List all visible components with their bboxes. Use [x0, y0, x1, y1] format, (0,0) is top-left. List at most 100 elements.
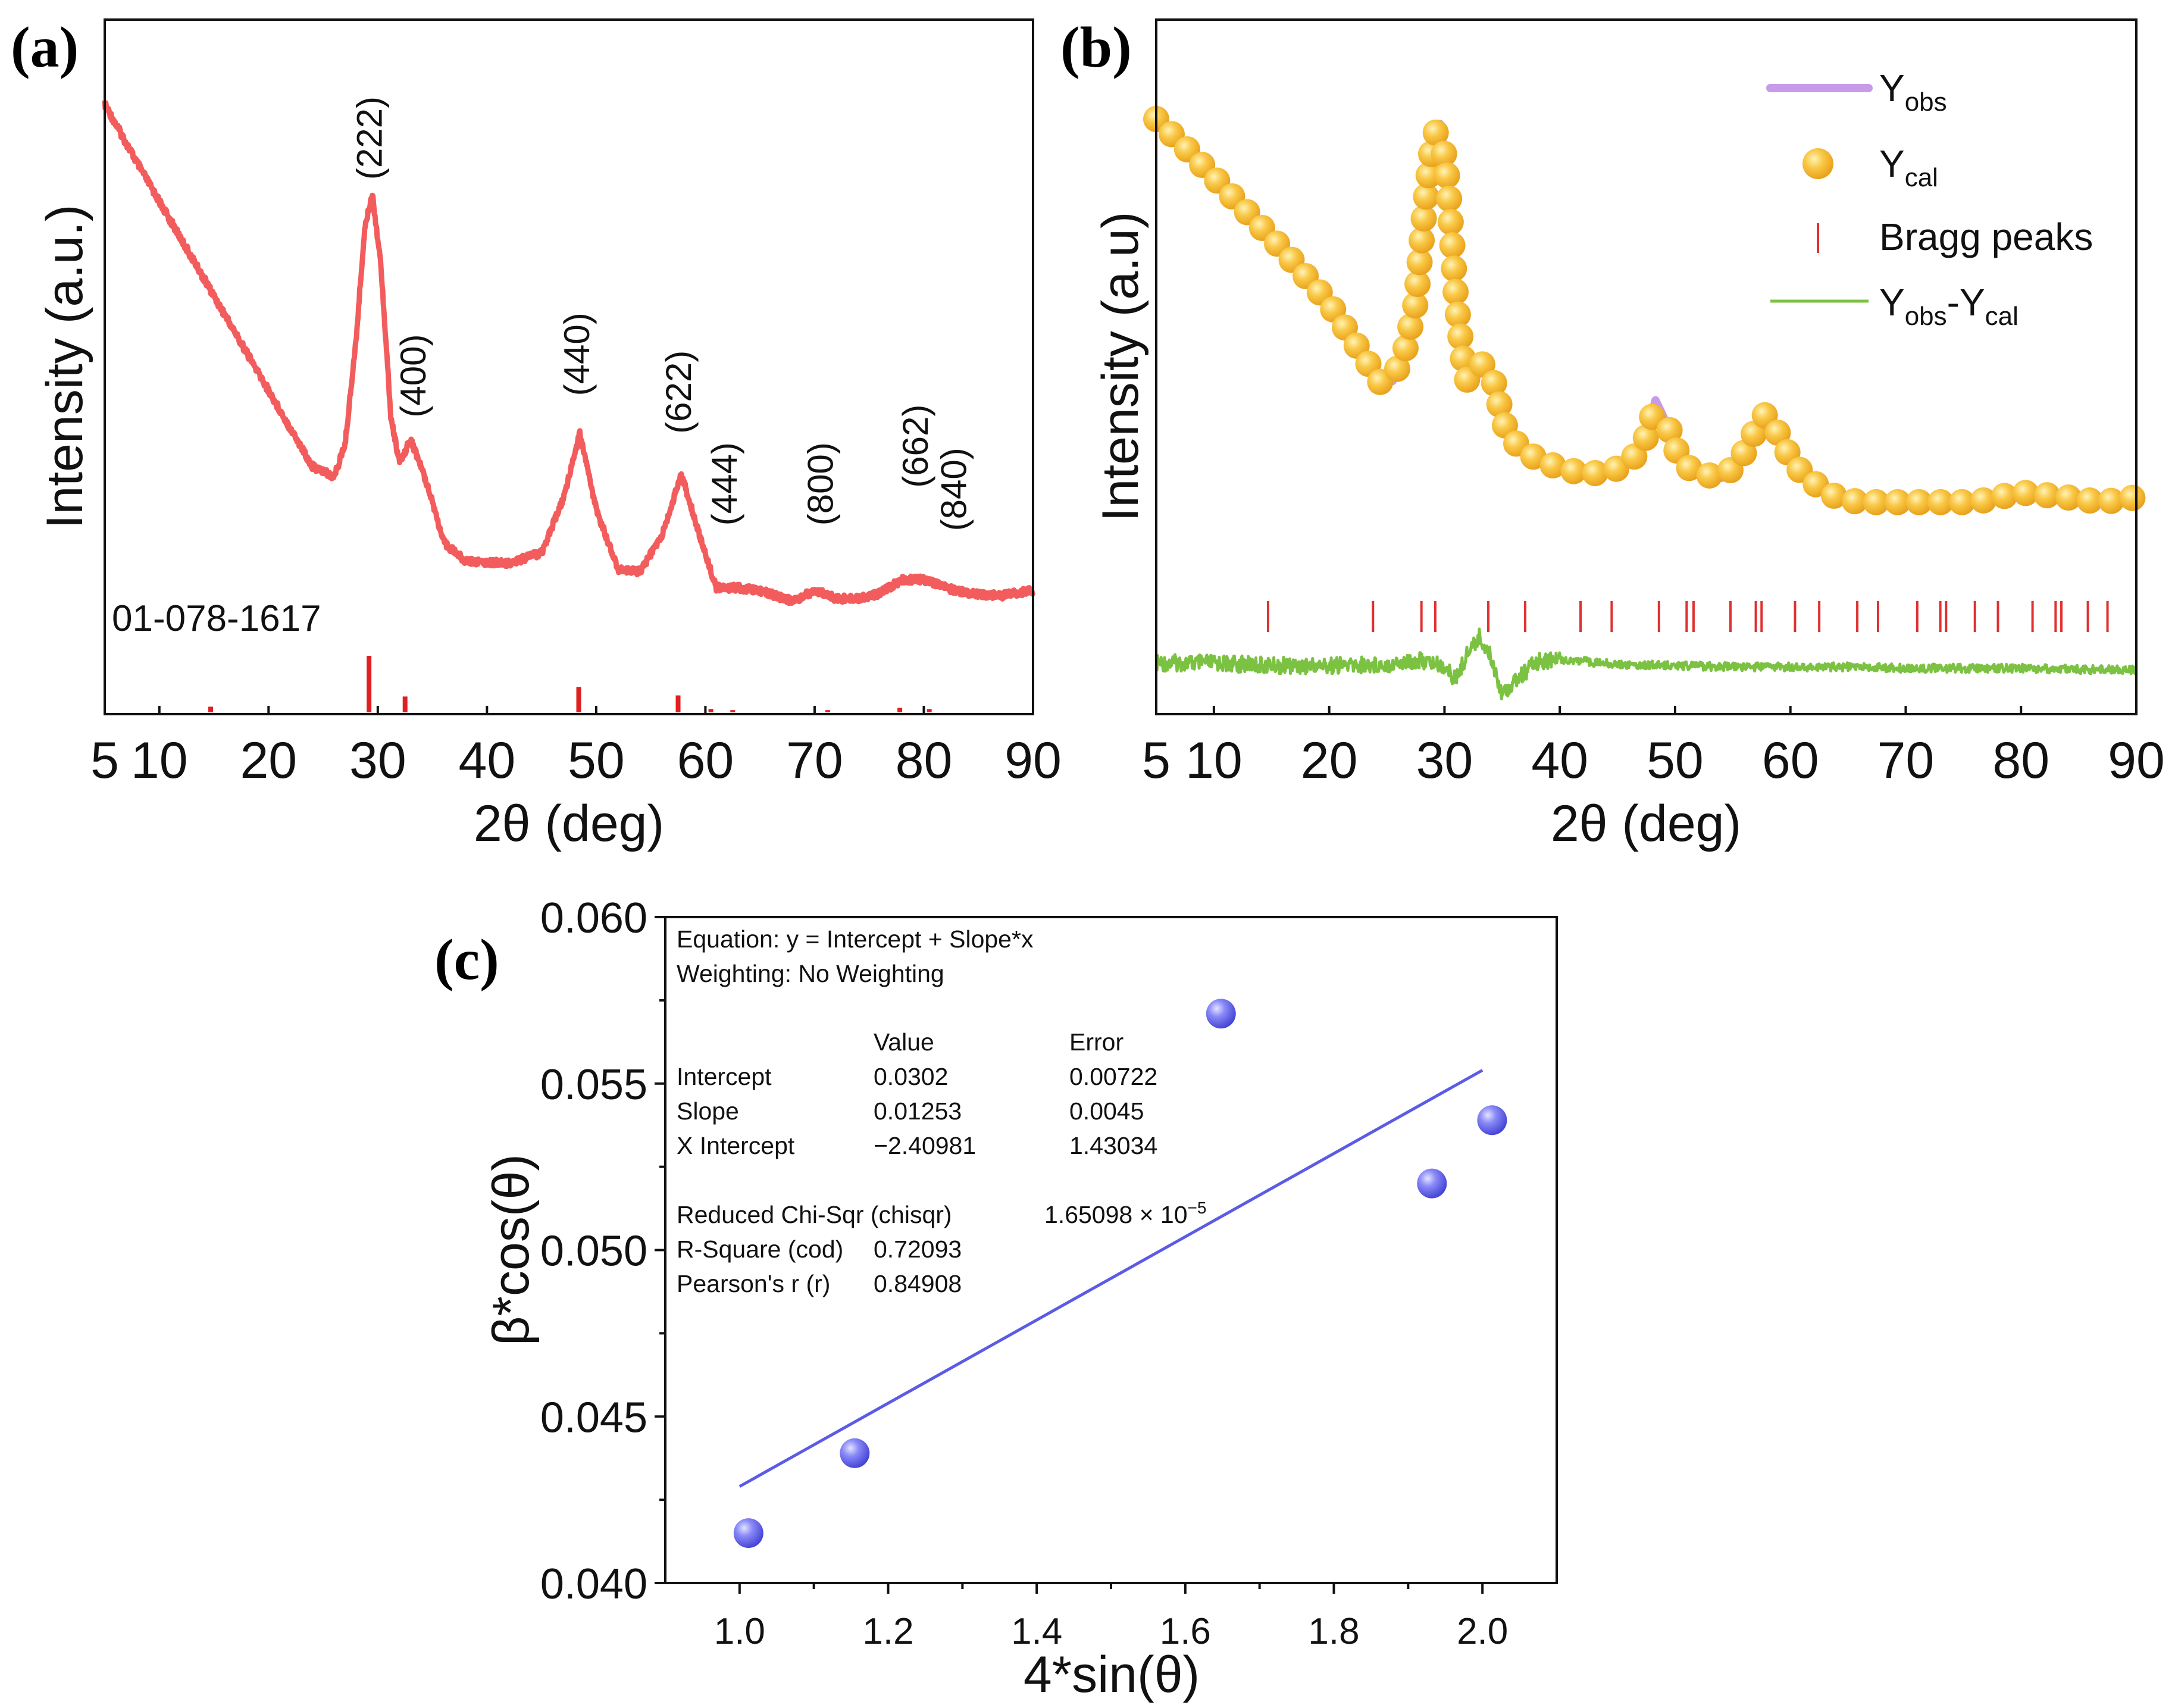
- fit-line: [738, 1069, 1484, 1488]
- y-tick-label: 0.045: [540, 1394, 647, 1441]
- panel-b-plot-area: [1143, 106, 2146, 700]
- panel-c-stats-table: Equation: y = Intercept + Slope*x Weight…: [677, 925, 1206, 1297]
- panel-c-label: (c): [434, 928, 499, 992]
- x-tick-label: 50: [1647, 732, 1704, 789]
- panel-a-x-axis: 5 10 20 30 40 50 60 70 80 90: [90, 706, 1062, 789]
- panel-a-x-axis-title: 2θ (deg): [474, 795, 664, 852]
- ycal-marker: [1656, 417, 1683, 443]
- x-tick-label: 30: [349, 732, 406, 789]
- ycal-marker: [1441, 255, 1467, 282]
- ycal-marker: [1632, 424, 1659, 451]
- legend-yobs-label: Yobs: [1879, 67, 1947, 117]
- hkl-annotation: (622): [659, 351, 699, 434]
- panel-c-x-axis: 1.0 1.2 1.4 1.6 1.8 2.0: [714, 1583, 1508, 1652]
- stats-pearson-value: 0.84908: [874, 1270, 962, 1297]
- stats-row-value: −2.40981: [874, 1132, 976, 1159]
- stats-row-label: Intercept: [677, 1063, 772, 1090]
- stats-chisqr-value: 1.65098 × 10−5: [1044, 1199, 1206, 1228]
- ycal-marker: [1437, 209, 1464, 236]
- ycal-marker: [1442, 279, 1469, 305]
- ycal-marker: [1696, 462, 1723, 489]
- legend-ycal-marker: [1802, 148, 1833, 179]
- stats-row-value: 0.01253: [874, 1097, 962, 1125]
- panel-c-plot-area: [733, 999, 1507, 1549]
- panel-c-y-axis-title: β*cos(θ): [483, 1154, 540, 1346]
- stats-pearson-label: Pearson's r (r): [677, 1270, 830, 1297]
- data-point: [733, 1518, 763, 1549]
- ycal-marker: [1434, 162, 1460, 189]
- stats-row-error: 0.0045: [1069, 1097, 1144, 1125]
- x-tick-label: 1.8: [1308, 1611, 1359, 1652]
- x-tick-label: 40: [459, 732, 516, 789]
- panel-c-x-axis-title: 4*sin(θ): [1024, 1646, 1200, 1703]
- x-tick-label: 80: [1992, 732, 2049, 789]
- ycal-marker: [1841, 488, 1868, 515]
- ycal-marker: [2012, 480, 2039, 506]
- ycal-marker: [1413, 183, 1439, 210]
- x-tick-label: 20: [1301, 732, 1358, 789]
- panel-a-plot-area: (222) (400) (440) (622)(444) (800) (662)(840): [102, 96, 1036, 712]
- ycal-marker: [1447, 323, 1474, 350]
- ycal-marker: [1520, 443, 1547, 470]
- ycal-marker: [1410, 205, 1437, 232]
- hkl-annotation: (662): [896, 405, 935, 488]
- ycal-marker: [1486, 391, 1513, 418]
- ycal-marker: [1676, 455, 1703, 481]
- x-tick-label: 1.2: [862, 1611, 913, 1652]
- ycal-marker: [1436, 185, 1463, 212]
- x-tick-label: 10: [1185, 732, 1243, 789]
- ycal-marker: [1415, 162, 1442, 189]
- ycal-marker: [1404, 271, 1431, 298]
- panel-a-label: (a): [11, 15, 79, 80]
- ycal-marker: [1422, 119, 1449, 146]
- ycal-marker: [1384, 355, 1410, 382]
- ycal-marker: [1560, 458, 1587, 484]
- panel-c-y-axis: 0.040 0.045 0.050 0.055 0.060: [540, 894, 665, 1608]
- ycal-marker: [1991, 483, 2018, 509]
- ycal-marker: [1397, 314, 1424, 340]
- data-point: [1206, 999, 1236, 1029]
- stats-row-error: 0.00722: [1069, 1063, 1157, 1090]
- stats-header-value: Value: [874, 1028, 934, 1056]
- ycal-marker: [1444, 301, 1471, 328]
- ycal-marker: [2034, 482, 2061, 509]
- ycal-marker: [1927, 489, 1954, 515]
- x-tick-label: 20: [240, 732, 297, 789]
- x-tick-label: 70: [1877, 732, 1935, 789]
- panel-b-x-axis-title: 2θ (deg): [1551, 795, 1741, 852]
- ycal-marker: [1884, 489, 1911, 515]
- stats-equation: Equation: y = Intercept + Slope*x: [677, 925, 1034, 953]
- stats-row-error: 1.43034: [1069, 1132, 1157, 1159]
- x-tick-label: 1.4: [1011, 1611, 1062, 1652]
- ycal-marker: [1539, 452, 1566, 478]
- panel-c: (c) 1.0 1.2 1.4 1.6 1.8 2.0 0.0400.0450.0500.…: [434, 894, 1558, 1703]
- x-tick-label: 40: [1531, 732, 1588, 789]
- x-tick-label: 5: [90, 732, 119, 789]
- x-tick-label: 30: [1416, 732, 1473, 789]
- ycal-marker: [2119, 484, 2146, 511]
- stats-row-label: Slope: [677, 1097, 739, 1125]
- y-tick-label: 0.060: [540, 894, 647, 942]
- x-tick-label: 90: [1004, 732, 1062, 789]
- x-tick-label: 90: [2108, 732, 2165, 789]
- ycal-marker: [1820, 483, 1847, 509]
- panel-a-y-axis-title: Intensity (a.u.): [36, 205, 93, 529]
- hkl-annotation: (444): [705, 442, 744, 525]
- difference-line: [1154, 627, 2138, 700]
- panel-b-y-axis-title: Intensity (a.u): [1092, 212, 1149, 522]
- ycal-marker: [2055, 484, 2082, 511]
- hkl-annotation: (440): [557, 312, 597, 396]
- panel-a-reference-card-label: 01-078-1617: [112, 598, 321, 639]
- hkl-annotation: (222): [349, 96, 389, 180]
- panel-b-legend: Yobs Ycal Bragg peaks Yobs-Ycal: [1766, 67, 2093, 331]
- y-tick-label: 0.055: [540, 1061, 647, 1109]
- ycal-marker: [1392, 335, 1419, 362]
- data-point: [840, 1438, 870, 1468]
- ycal-marker: [1970, 487, 1997, 514]
- y-tick-label: 0.050: [540, 1228, 647, 1275]
- hkl-annotation: (800): [800, 442, 840, 525]
- x-tick-label: 80: [896, 732, 953, 789]
- x-tick-label: 1.0: [714, 1611, 765, 1652]
- x-tick-label: 10: [131, 732, 188, 789]
